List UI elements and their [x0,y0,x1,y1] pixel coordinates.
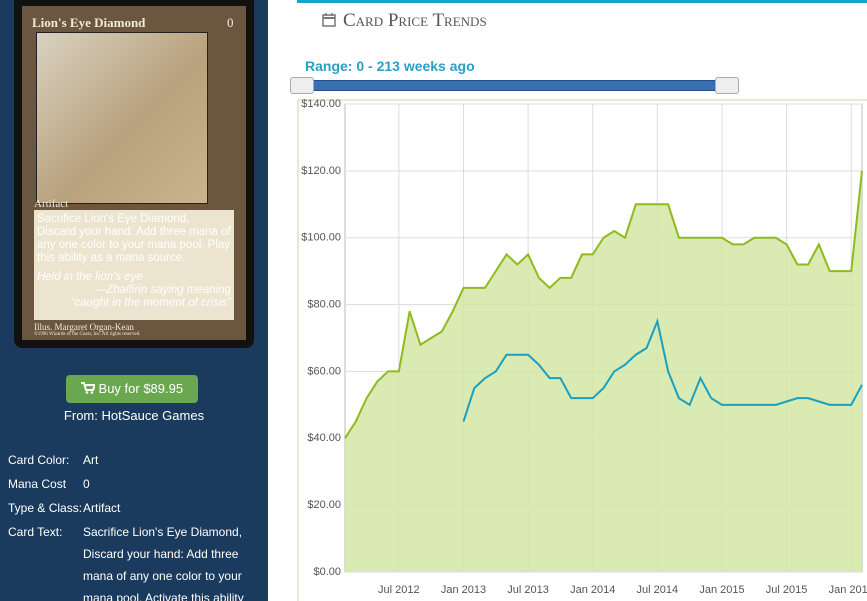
card-frame: Lion's Eye Diamond 0 Artifact Sacrifice … [22,6,246,340]
range-label: Range: 0 - 213 weeks ago [305,58,475,74]
series-line [344,170,863,439]
x-tick-label: Jan 2016 [829,584,867,596]
calendar-icon [322,13,336,27]
card-name: Lion's Eye Diamond [32,15,146,30]
y-tick-label: $120.00 [301,165,341,177]
cart-icon [80,382,97,394]
detail-value: Sacrifice Lion's Eye Diamond, Discard yo… [83,525,244,601]
flavor: —Zhalfirin saying meaning [94,284,231,296]
heading: Card Price Trends [343,10,487,31]
x-tick-label: Jul 2013 [507,584,549,596]
area [345,170,862,572]
y-tick-label: $140.00 [301,98,341,110]
detail-value: Art [83,453,99,467]
detail-label: Card Text: [8,525,63,539]
buy-button[interactable]: Buy for $89.95 [66,375,198,403]
detail-label: Type & Class: [8,501,83,515]
slider-handle[interactable] [715,77,739,94]
detail-value: Artifact [83,501,121,515]
card-type: Artifact [34,198,69,210]
x-tick-label: Jul 2015 [766,584,808,596]
flavor: Held in the lion's eye [37,271,143,283]
sidebar: Lion's Eye Diamond 0 Artifact Sacrifice … [0,0,268,601]
y-tick-label: $60.00 [307,365,341,377]
y-tick-label: $20.00 [307,499,341,511]
y-tick-label: $80.00 [307,298,341,310]
y-tick-label: $100.00 [301,232,341,244]
x-tick-label: Jan 2013 [441,584,486,596]
flavor: “caught in the moment of crisis” [70,297,231,309]
buy-label: Buy for $89.95 [98,381,184,396]
top-rule [297,0,867,3]
card-art [36,32,208,204]
slider-handle[interactable] [290,77,314,94]
x-tick-label: Jan 2014 [570,584,615,596]
series-line [462,317,863,422]
y-tick-label: $0.00 [313,566,341,578]
x-tick-label: Jan 2015 [699,584,744,596]
card-image: Lion's Eye Diamond 0 Artifact Sacrifice … [14,0,254,348]
card-rules: Sacrifice Lion's Eye Diamond, Discard yo… [37,213,231,264]
detail-label: Mana Cost [8,477,67,491]
y-tick-label: $40.00 [307,432,341,444]
x-tick-label: Jul 2014 [637,584,679,596]
card-textbox: Sacrifice Lion's Eye Diamond, Discard yo… [34,210,234,320]
slider-track [300,80,738,91]
detail-value: 0 [83,477,90,491]
card-cost: 0 [227,15,234,30]
chart: $0.00 $20.00 $40.00 $60.00 $80.00 $100.00 $120… [297,98,867,601]
illustrator: Illus. Margaret Organ-Kean [34,322,134,332]
copyright: ©1996 Wizards of the Coast, Inc. All rig… [34,332,141,337]
seller: From: HotSauce Games [63,408,205,423]
detail-label: Card Color: [8,453,70,467]
x-tick-label: Jul 2012 [378,584,420,596]
